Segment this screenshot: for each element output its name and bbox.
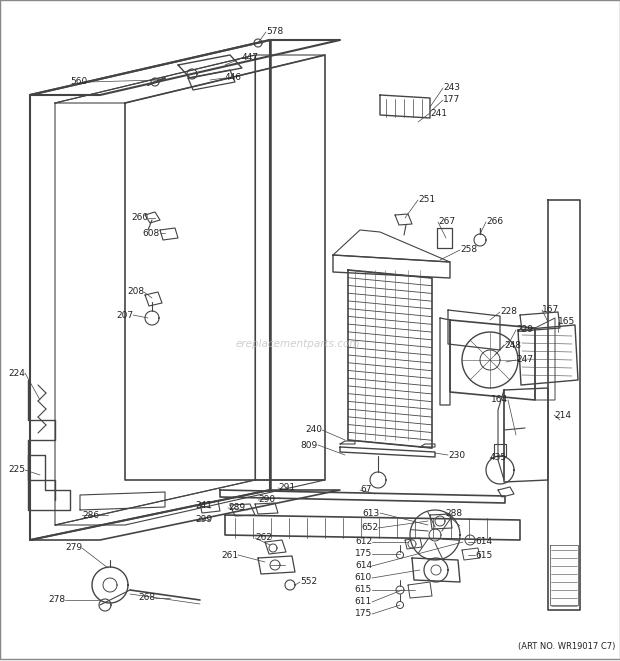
Text: 614: 614: [475, 537, 492, 547]
Text: 261: 261: [221, 551, 238, 559]
Text: 268: 268: [138, 594, 155, 602]
Text: 229: 229: [516, 325, 533, 334]
Text: 615: 615: [355, 586, 372, 594]
Text: 208: 208: [127, 288, 144, 297]
Text: ereplacementparts.com: ereplacementparts.com: [236, 338, 360, 349]
Text: 446: 446: [225, 73, 242, 83]
Text: 175: 175: [355, 609, 372, 619]
Text: 610: 610: [355, 574, 372, 582]
Text: 165: 165: [558, 317, 575, 327]
Text: 290: 290: [258, 496, 275, 504]
Text: 225: 225: [8, 465, 25, 475]
Text: 809: 809: [301, 440, 318, 449]
Text: 262: 262: [255, 533, 272, 543]
Text: 67: 67: [360, 485, 371, 494]
Polygon shape: [550, 545, 578, 605]
Text: 291: 291: [278, 483, 295, 492]
Text: 224: 224: [8, 368, 25, 377]
Text: 243: 243: [443, 83, 460, 93]
Text: 615: 615: [475, 551, 492, 559]
Text: 614: 614: [355, 561, 372, 570]
Text: 578: 578: [266, 28, 283, 36]
Text: 164: 164: [491, 395, 508, 405]
Text: 279: 279: [65, 543, 82, 553]
Text: 260: 260: [131, 214, 148, 223]
Text: 247: 247: [516, 356, 533, 364]
Text: (ART NO. WR19017 C7): (ART NO. WR19017 C7): [518, 642, 615, 651]
Text: 608: 608: [143, 229, 160, 237]
Text: 258: 258: [460, 245, 477, 254]
Polygon shape: [178, 55, 242, 78]
Text: 289: 289: [228, 504, 245, 512]
Text: 278: 278: [48, 596, 65, 605]
Text: 251: 251: [418, 196, 435, 204]
Text: 560: 560: [71, 77, 88, 87]
Text: 167: 167: [542, 305, 559, 315]
Text: 552: 552: [300, 578, 317, 586]
Text: 299: 299: [195, 516, 212, 524]
Text: 240: 240: [305, 426, 322, 434]
Text: 286: 286: [82, 510, 99, 520]
Text: 214: 214: [554, 410, 571, 420]
Text: 241: 241: [195, 500, 212, 510]
Text: 611: 611: [355, 598, 372, 607]
Text: 266: 266: [486, 217, 503, 227]
Text: 228: 228: [500, 307, 517, 317]
Text: 177: 177: [443, 95, 460, 104]
Text: 435: 435: [490, 453, 507, 463]
Text: 613: 613: [363, 508, 380, 518]
Text: 248: 248: [504, 340, 521, 350]
Text: 230: 230: [448, 451, 465, 459]
Text: 288: 288: [445, 508, 462, 518]
Text: 175: 175: [355, 549, 372, 559]
Text: 447: 447: [242, 54, 259, 63]
Text: 612: 612: [355, 537, 372, 547]
Text: 241: 241: [430, 108, 447, 118]
Text: 652: 652: [361, 524, 378, 533]
Text: 267: 267: [438, 217, 455, 227]
Text: 207: 207: [116, 311, 133, 319]
